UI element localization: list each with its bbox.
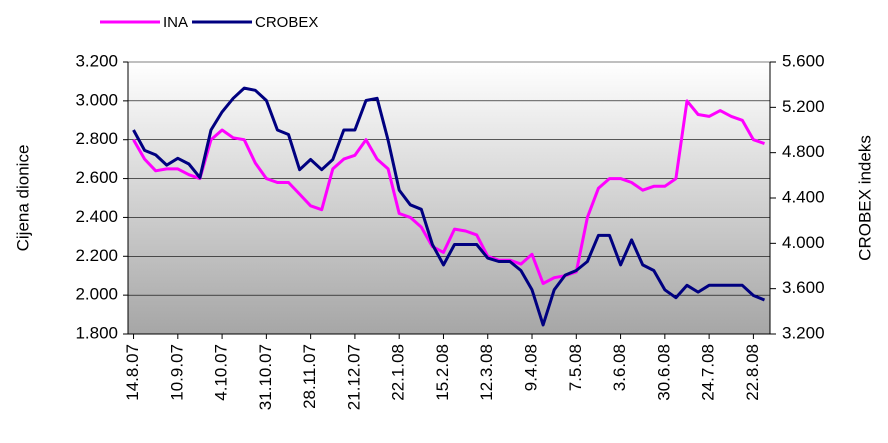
y-tick-label: 2.000: [75, 285, 118, 304]
x-tick-label: 21.12.07: [344, 344, 363, 410]
y2-tick-label: 5.600: [782, 51, 825, 70]
x-tick-label: 3.6.08: [610, 344, 629, 391]
series-line: [132, 99, 765, 285]
series-line: [132, 86, 766, 327]
plot-area: [128, 62, 770, 334]
x-tick-label: 22.1.08: [389, 344, 408, 401]
y2-tick-label: 5.200: [782, 97, 825, 116]
legend-label: CROBEX: [255, 14, 318, 31]
x-tick-label: 15.2.08: [433, 344, 452, 401]
legend-label: INA: [163, 14, 188, 31]
x-tick-label: 22.8.08: [743, 344, 762, 401]
y2-tick-label: 4.000: [782, 233, 825, 252]
y-tick-label: 3.000: [75, 90, 118, 109]
x-tick-label: 24.7.08: [699, 344, 718, 401]
x-tick-label: 30.6.08: [654, 344, 673, 401]
x-tick-label: 7.5.08: [566, 344, 585, 391]
y-tick-label: 2.400: [75, 207, 118, 226]
x-tick-label: 31.10.07: [256, 344, 275, 410]
x-tick-label: 28.11.07: [300, 344, 319, 409]
y2-tick-label: 4.800: [782, 142, 825, 161]
y-tick-label: 2.800: [75, 129, 118, 148]
y-tick-label: 3.200: [75, 51, 118, 70]
x-tick-label: 12.3.08: [477, 344, 496, 401]
y2-axis-title: CROBEX indeks: [855, 135, 874, 261]
y-tick-label: 1.800: [75, 323, 118, 342]
y-axis-title: Cijena dionice: [13, 145, 32, 252]
y-tick-label: 2.200: [75, 246, 118, 265]
x-tick-label: 9.4.08: [522, 344, 541, 391]
x-tick-label: 10.9.07: [167, 344, 186, 401]
x-tick-label: 4.10.07: [212, 344, 231, 401]
y2-tick-label: 3.200: [782, 323, 825, 342]
y2-tick-label: 4.400: [782, 187, 825, 206]
x-tick-label: 14.8.07: [123, 344, 142, 401]
y2-tick-label: 3.600: [782, 278, 825, 297]
y-tick-label: 2.600: [75, 168, 118, 187]
